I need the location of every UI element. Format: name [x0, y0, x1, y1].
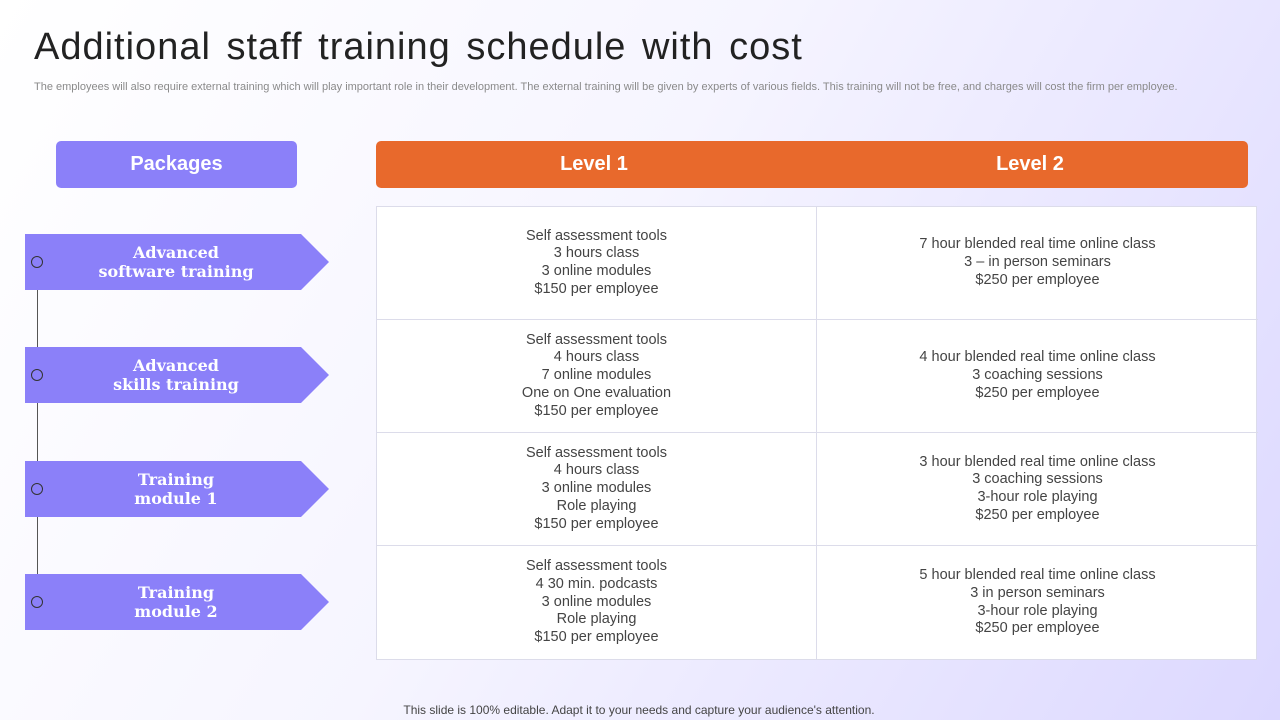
- cell-line: 4 hours class: [553, 349, 640, 366]
- cell-line: 4 30 min. podcasts: [535, 575, 658, 592]
- cell-line: $150 per employee: [534, 629, 659, 646]
- cell-line: 4 hours class: [553, 462, 640, 479]
- cell-line: 3 online modules: [541, 593, 652, 610]
- package-training-module-2: Training module 2: [25, 574, 329, 630]
- cell-line: 3 online modules: [541, 480, 652, 497]
- footer-note: This slide is 100% editable. Adapt it to…: [403, 703, 875, 717]
- cell-line: Role playing: [556, 611, 637, 628]
- cell-line: 3-hour role playing: [977, 489, 1098, 505]
- cell-line: $150 per employee: [534, 515, 659, 532]
- cell-line: 7 hour blended real time online class: [919, 236, 1156, 253]
- subtitle: The employees will also require external…: [34, 81, 1178, 93]
- package-advanced-skills-training: Advanced skills training: [25, 347, 329, 403]
- timeline-line: [37, 262, 38, 603]
- table-cell-level1: Self assessment tools 4 hours class 7 onli…: [377, 320, 817, 433]
- cell-line: 3 hours class: [553, 245, 640, 262]
- table-cell-level1: Self assessment tools 4 30 min. podcasts 3…: [377, 546, 817, 659]
- timeline-dot: [31, 483, 43, 495]
- cell-line: $150 per employee: [534, 402, 659, 419]
- packages-header: Packages: [56, 141, 297, 188]
- cell-line: $250 per employee: [975, 506, 1100, 523]
- cell-line: One on One evaluation: [521, 384, 672, 401]
- table-cell-level2: 4 hour blended real time online class 3 c…: [817, 320, 1258, 433]
- cell-line: Role playing: [556, 497, 637, 514]
- cell-line: 7 online modules: [541, 367, 652, 384]
- package-label: Advanced software training: [98, 243, 254, 281]
- timeline-dot: [31, 256, 43, 268]
- package-training-module-1: Training module 1: [25, 461, 329, 517]
- cell-line: 3 online modules: [541, 263, 652, 279]
- cell-line: 3 – in person seminars: [964, 254, 1111, 271]
- cell-line: Self assessment tools: [525, 331, 668, 348]
- level-2-header: Level 2: [996, 153, 1064, 175]
- cell-line: $250 per employee: [975, 271, 1100, 288]
- level-1-header: Level 1: [560, 153, 628, 175]
- cell-line: 3-hour role playing: [977, 602, 1098, 619]
- cell-line: 3 coaching sessions: [972, 367, 1103, 384]
- table-cell-level1: Self assessment tools 3 hours class 3 onli…: [377, 207, 817, 320]
- package-advanced-software-training: Advanced software training: [25, 234, 329, 290]
- cell-line: Self assessment tools: [525, 227, 668, 244]
- cell-line: $250 per employee: [975, 384, 1100, 401]
- table-cell-level2: 3 hour blended real time online class 3 c…: [817, 433, 1258, 546]
- cell-line: $150 per employee: [534, 280, 659, 297]
- cell-line: Self assessment tools: [525, 444, 668, 461]
- cell-line: 3 coaching sessions: [972, 471, 1103, 488]
- package-label: Advanced skills training: [113, 356, 239, 394]
- package-label: Training module 2: [134, 583, 218, 621]
- cell-line: 3 in person seminars: [970, 584, 1105, 601]
- table-cell-level2: 7 hour blended real time online class 3 –…: [817, 207, 1258, 320]
- package-label: Training module 1: [134, 470, 218, 508]
- schedule-table: Self assessment tools 3 hours class 3 onli…: [376, 206, 1258, 660]
- cell-line: $250 per employee: [975, 620, 1100, 637]
- table-cell-level2: 5 hour blended real time online class 3 i…: [817, 546, 1258, 659]
- cell-line: 3 hour blended real time online class: [919, 453, 1156, 470]
- page-title: Additional staff training schedule with …: [34, 26, 803, 68]
- cell-line: 5 hour blended real time online class: [919, 567, 1156, 584]
- level-header: Level 1 Level 2: [376, 141, 1248, 188]
- table-cell-level1: Self assessment tools 4 hours class 3 onli…: [377, 433, 817, 546]
- cell-line: Self assessment tools: [525, 558, 668, 575]
- timeline-dot: [31, 369, 43, 381]
- timeline-dot: [31, 596, 43, 608]
- cell-line: 4 hour blended real time online class: [919, 349, 1156, 366]
